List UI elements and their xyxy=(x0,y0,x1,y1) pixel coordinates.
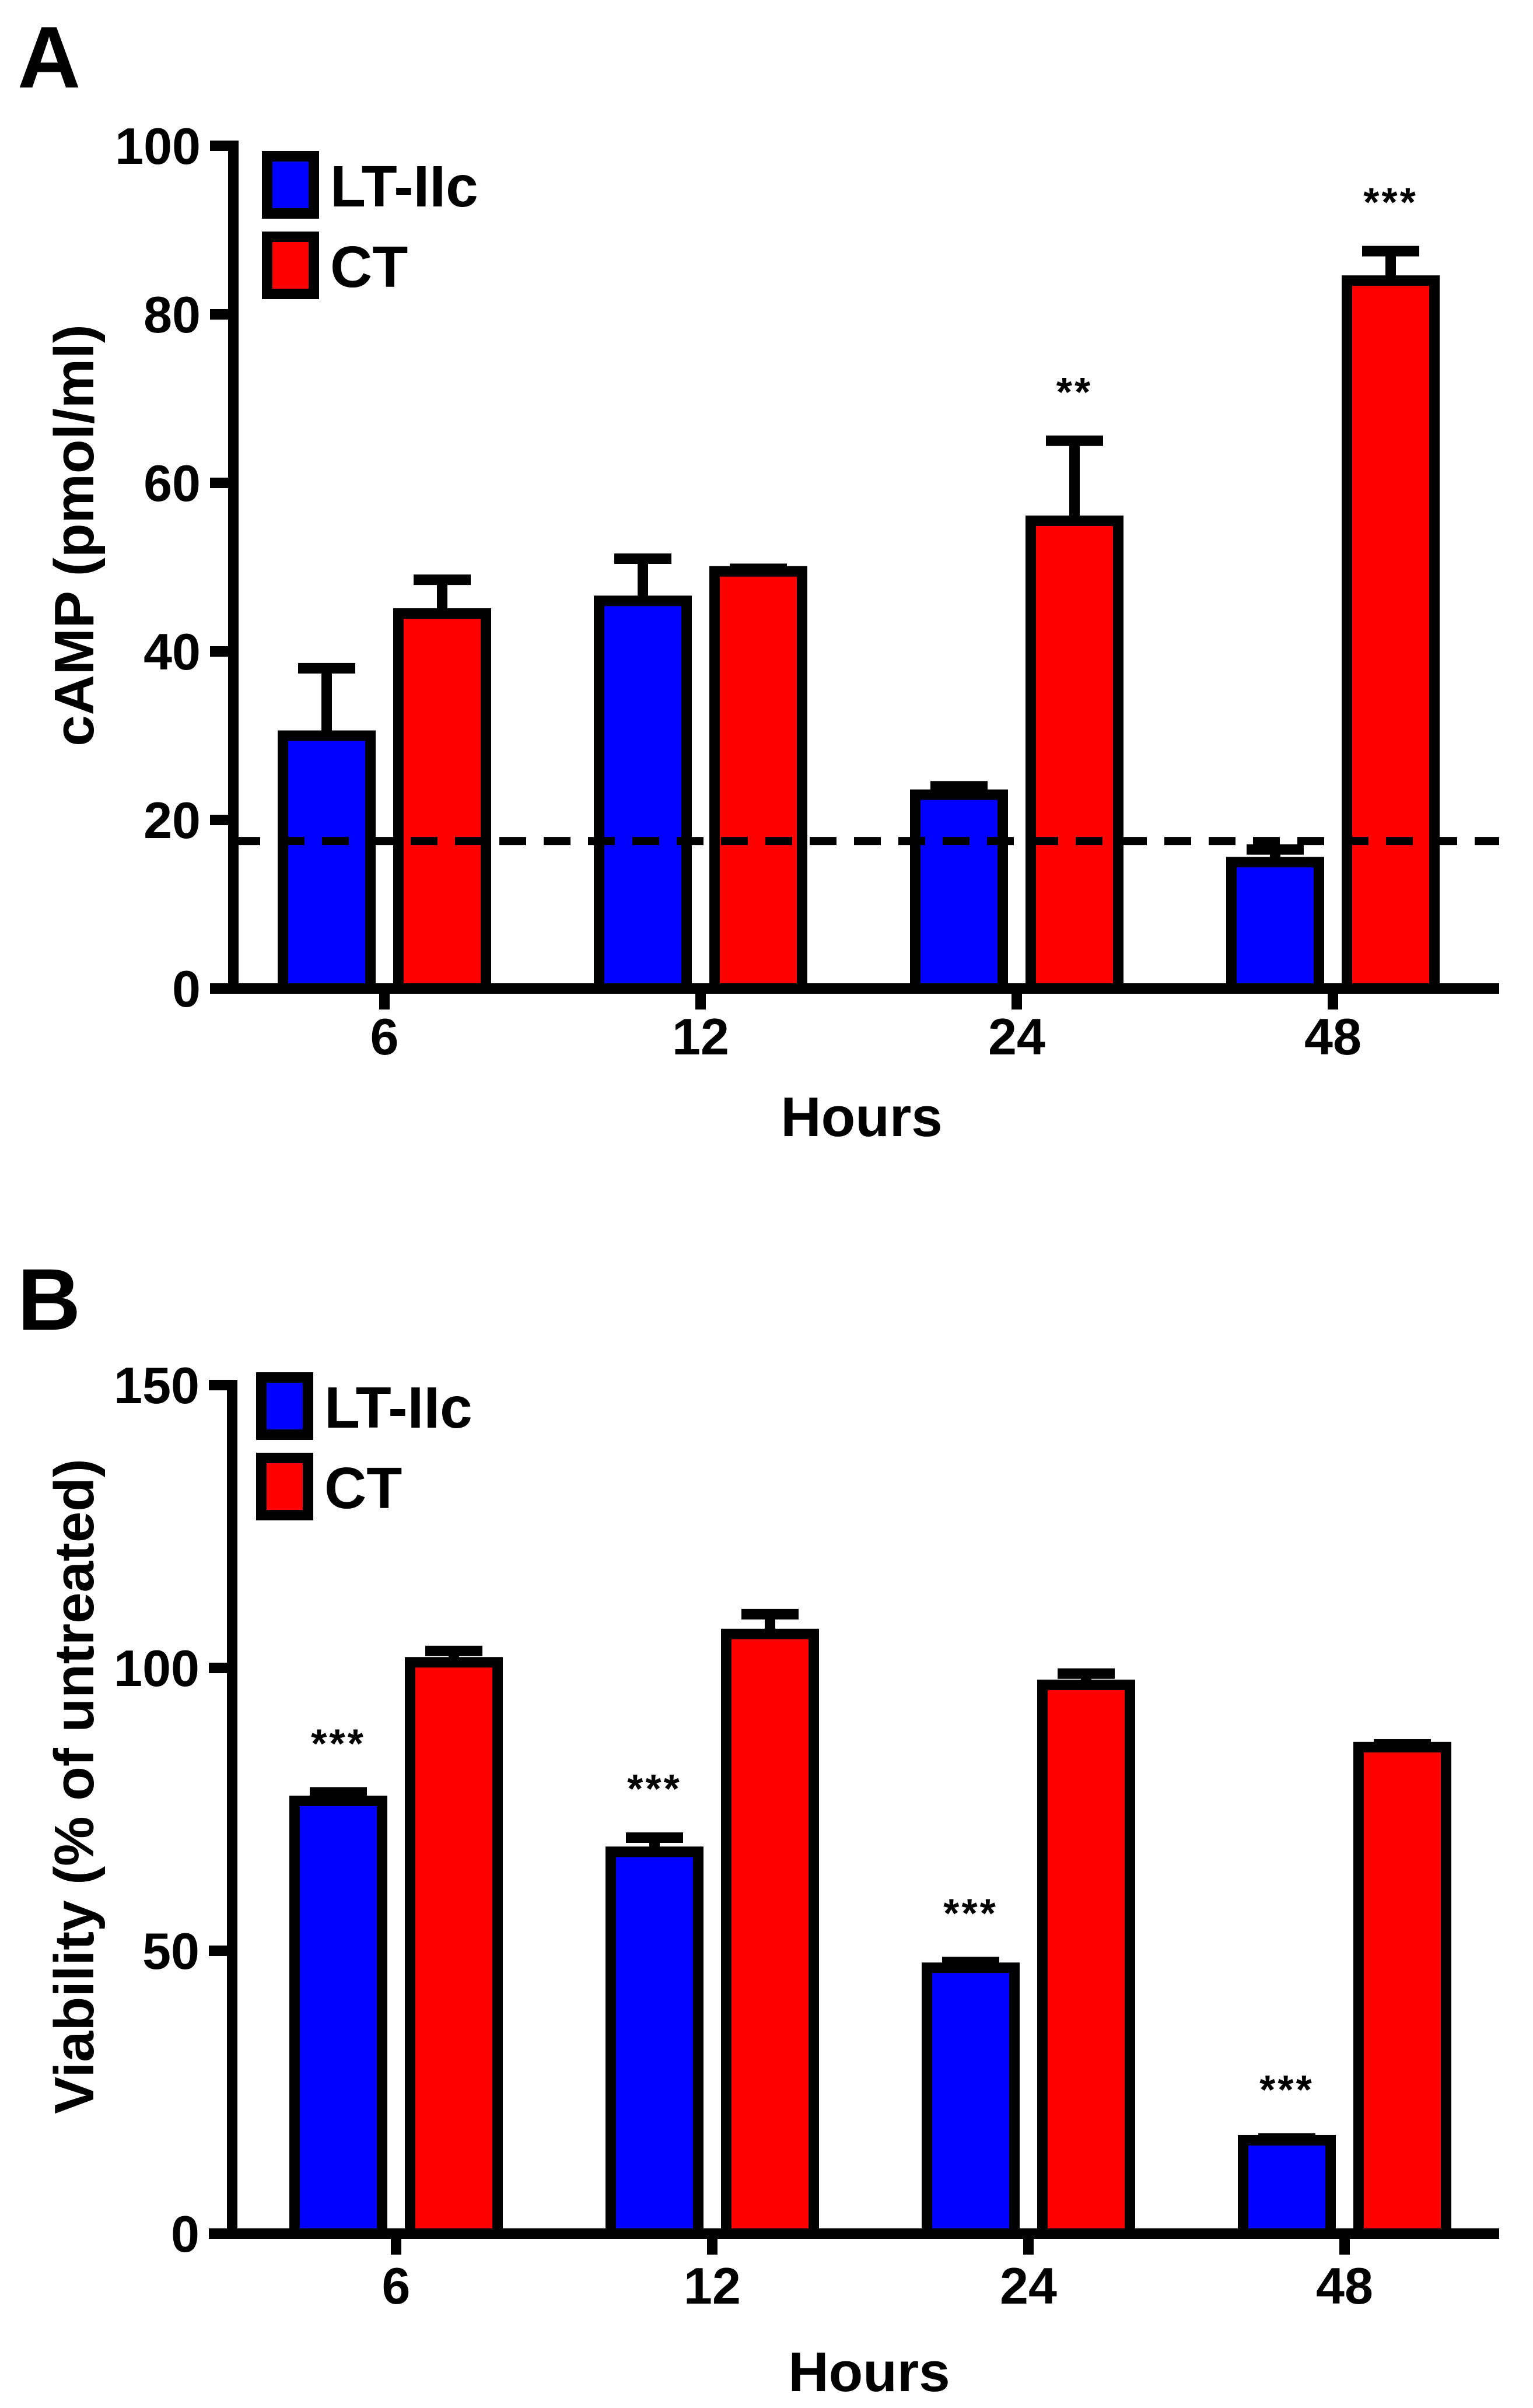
y-tick-label: 100 xyxy=(114,1639,200,1697)
significance-label: ** xyxy=(1056,369,1093,415)
bar xyxy=(721,1628,819,2239)
y-tick-label: 0 xyxy=(172,960,201,1018)
x-tick-label: 6 xyxy=(370,1008,399,1065)
bar xyxy=(393,608,491,994)
x-tick-label: 12 xyxy=(684,2257,741,2315)
y-tick-label: 80 xyxy=(144,286,201,344)
panel-b-letter: B xyxy=(18,1250,80,1348)
bar xyxy=(289,1795,387,2239)
y-tick-label: 40 xyxy=(144,623,201,681)
bar xyxy=(594,595,692,994)
x-tick-label: 24 xyxy=(988,1008,1045,1065)
bar xyxy=(1026,516,1124,994)
y-tick-label: 150 xyxy=(114,1357,200,1414)
panel-b-y-axis-title: Viability (% of untreated) xyxy=(43,1459,106,2114)
bar xyxy=(278,730,376,994)
bar xyxy=(709,566,807,994)
x-tick-label: 12 xyxy=(672,1008,729,1065)
significance-label: *** xyxy=(943,1890,998,1936)
panel-a-x-axis-title: Hours xyxy=(780,1086,942,1148)
panel-b-marks: 0 50 100 150 6 12 24 48 *** *** *** *** xyxy=(114,1357,1499,2315)
legend-item-lt-iic: LT-IIc xyxy=(262,151,478,219)
bar xyxy=(1353,1741,1451,2239)
bar xyxy=(606,1846,704,2239)
panel-a: A cAMP (pmol/ml) Hours LT-IIc CT 0 20 40 60… xyxy=(18,8,1499,1148)
panel-a-y-axis-title: cAMP (pmol/ml) xyxy=(43,324,106,746)
significance-label: *** xyxy=(627,1766,682,1811)
panel-a-letter: A xyxy=(18,8,80,106)
x-tick-label: 48 xyxy=(1304,1008,1362,1065)
significance-label: *** xyxy=(1259,2067,1314,2112)
panel-b-legend: LT-IIc CT xyxy=(256,1372,473,1521)
y-tick-label: 50 xyxy=(142,1922,200,1980)
bar xyxy=(1342,275,1440,994)
bar xyxy=(1238,2134,1336,2239)
legend-item-ct: CT xyxy=(262,232,408,300)
y-tick-label: 0 xyxy=(171,2205,200,2263)
x-tick-label: 24 xyxy=(1000,2257,1057,2315)
significance-label: *** xyxy=(1363,180,1418,225)
legend-item-ct: CT xyxy=(256,1453,402,1521)
bar xyxy=(1226,857,1324,994)
legend-swatch-lt-iic xyxy=(256,1372,313,1440)
legend-item-lt-iic: LT-IIc xyxy=(256,1372,473,1440)
legend-swatch-lt-iic xyxy=(262,151,319,219)
x-tick-label: 6 xyxy=(382,2257,411,2315)
y-tick-label: 100 xyxy=(115,117,201,175)
legend-swatch-ct xyxy=(256,1453,313,1520)
y-tick-label: 20 xyxy=(144,791,201,849)
panel-b-x-axis-title: Hours xyxy=(788,2341,950,2403)
bar xyxy=(1037,1680,1135,2239)
bar xyxy=(405,1657,503,2239)
legend-label-lt-iic: LT-IIc xyxy=(330,154,478,219)
panel-a-legend: LT-IIc CT xyxy=(262,151,478,300)
legend-label-lt-iic: LT-IIc xyxy=(324,1375,473,1440)
legend-swatch-ct xyxy=(262,232,319,299)
x-tick-label: 48 xyxy=(1316,2257,1373,2315)
panel-b: B Viability (% of untreated) Hours LT-II… xyxy=(18,1250,1499,2403)
bar xyxy=(922,1962,1020,2239)
legend-label-ct: CT xyxy=(324,1456,402,1521)
bar xyxy=(910,789,1008,994)
y-tick-label: 60 xyxy=(144,454,201,512)
legend-label-ct: CT xyxy=(330,234,408,300)
significance-label: *** xyxy=(311,1720,366,1766)
